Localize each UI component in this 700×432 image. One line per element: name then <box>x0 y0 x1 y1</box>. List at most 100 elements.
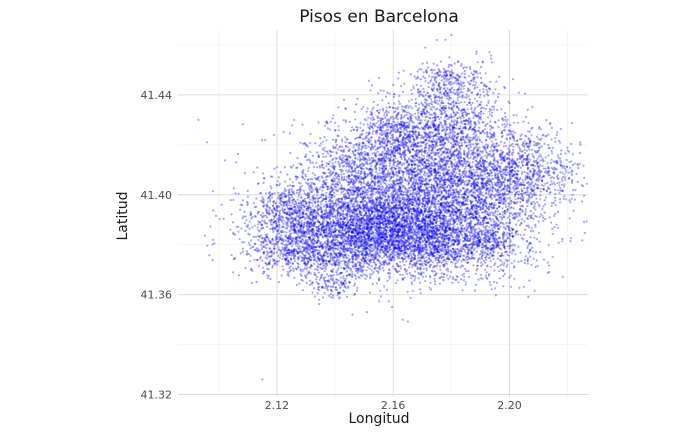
data-point <box>256 166 259 169</box>
data-point <box>448 234 452 237</box>
data-point <box>411 237 414 240</box>
data-point <box>345 247 349 250</box>
data-point <box>453 232 456 235</box>
data-point <box>411 274 414 277</box>
data-point <box>510 262 513 265</box>
data-point <box>386 255 389 258</box>
data-point <box>321 236 324 239</box>
data-point <box>307 209 310 212</box>
data-point <box>290 245 293 248</box>
data-point <box>435 240 438 243</box>
data-point <box>500 218 503 221</box>
data-point <box>451 247 455 250</box>
data-point <box>428 242 432 246</box>
data-point <box>413 279 416 282</box>
data-point <box>412 245 415 248</box>
data-point <box>464 234 467 238</box>
data-point <box>370 243 373 247</box>
data-point <box>402 253 406 256</box>
data-point <box>503 239 506 242</box>
data-point <box>469 235 472 238</box>
data-point <box>468 208 471 211</box>
data-point <box>306 182 309 186</box>
data-point <box>411 219 414 222</box>
data-point <box>280 234 283 237</box>
data-point <box>444 248 447 251</box>
data-point <box>477 219 480 222</box>
data-point <box>403 264 406 267</box>
data-point <box>399 247 402 251</box>
data-point <box>370 177 373 180</box>
data-point <box>476 264 479 267</box>
data-point <box>484 231 487 234</box>
data-point <box>376 258 379 261</box>
data-point <box>491 240 494 243</box>
data-point <box>419 225 422 228</box>
data-point <box>354 231 357 234</box>
data-point <box>336 213 339 216</box>
data-point <box>454 278 457 281</box>
data-point <box>354 265 357 268</box>
data-point <box>386 231 389 234</box>
data-point <box>495 245 498 248</box>
data-point <box>403 268 407 271</box>
data-point <box>310 181 313 184</box>
data-point <box>354 262 357 266</box>
data-point <box>379 205 382 208</box>
data-point <box>507 259 510 262</box>
data-point <box>470 229 474 232</box>
data-point <box>326 264 329 267</box>
data-point <box>417 216 420 219</box>
data-point <box>320 227 323 230</box>
data-point <box>491 233 494 236</box>
data-point <box>409 274 412 277</box>
data-point <box>461 274 464 277</box>
data-point <box>430 229 433 232</box>
data-point <box>420 259 423 263</box>
data-point <box>349 251 352 254</box>
data-point <box>445 268 448 271</box>
data-point <box>341 242 344 245</box>
data-point <box>370 258 373 262</box>
data-point <box>430 212 434 215</box>
data-point <box>307 166 310 169</box>
data-point <box>283 187 286 190</box>
data-point <box>494 234 497 237</box>
data-point <box>388 179 391 182</box>
data-point <box>494 234 498 237</box>
data-point <box>378 265 381 268</box>
data-point <box>362 230 365 234</box>
data-point <box>454 250 457 253</box>
data-point <box>281 246 284 249</box>
data-point <box>493 269 496 272</box>
data-point <box>512 249 515 252</box>
data-point <box>455 275 458 278</box>
data-point <box>502 264 505 267</box>
data-point <box>362 217 365 220</box>
data-point <box>415 231 418 235</box>
data-point <box>432 240 435 243</box>
data-point <box>397 257 400 260</box>
data-point <box>416 214 419 217</box>
data-point <box>388 269 391 272</box>
data-point <box>369 258 372 261</box>
data-point <box>467 261 470 264</box>
data-point <box>498 270 501 273</box>
data-point <box>361 266 364 269</box>
data-point <box>471 214 474 217</box>
data-point <box>529 236 532 239</box>
data-point <box>471 235 474 238</box>
data-point <box>520 259 523 263</box>
data-point <box>362 265 365 268</box>
data-point <box>477 242 481 245</box>
data-point <box>434 283 437 286</box>
data-point <box>413 270 417 273</box>
data-point <box>387 271 390 274</box>
data-point <box>464 250 467 253</box>
data-point <box>363 199 367 202</box>
data-point <box>417 277 420 280</box>
data-point <box>496 257 500 260</box>
data-point <box>371 206 374 210</box>
data-point <box>371 250 374 253</box>
data-point <box>396 233 399 236</box>
